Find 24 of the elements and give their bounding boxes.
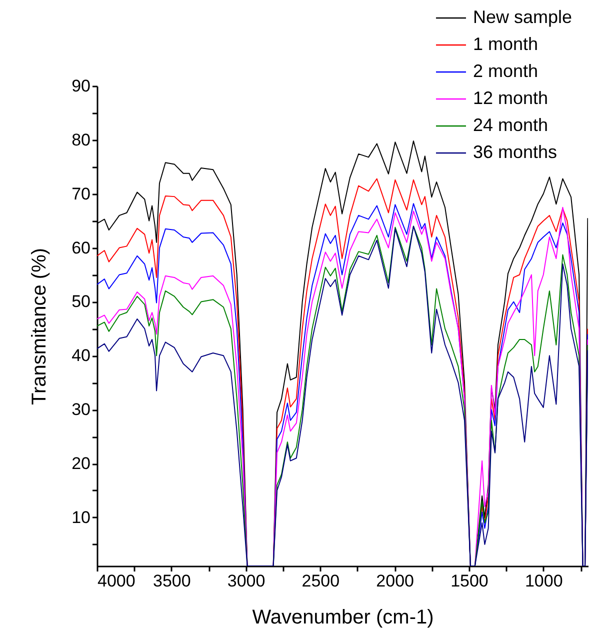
x-tick-label: 2000 xyxy=(376,572,414,590)
legend-label: New sample xyxy=(473,7,572,27)
x-tick-label: 1500 xyxy=(450,572,488,590)
legend-label: 12 month xyxy=(473,88,548,108)
legend-label: 36 months xyxy=(473,142,558,162)
y-tick-label: 10 xyxy=(72,508,90,527)
y-tick-label: 30 xyxy=(72,400,90,420)
x-tick-label: 1000 xyxy=(524,572,563,590)
y-axis-title: Transmitance (%) xyxy=(28,248,51,406)
x-tick-label: 4000 xyxy=(98,572,136,590)
y-tick-label: 90 xyxy=(72,76,90,96)
y-tick-label: 20 xyxy=(72,454,90,474)
legend-label: 24 month xyxy=(473,115,548,135)
y-tick-label: 40 xyxy=(72,346,90,366)
y-tick-label: 70 xyxy=(72,184,90,204)
legend-label: 2 month xyxy=(473,61,538,81)
x-axis-title: Wavenumber (cm-1) xyxy=(252,606,434,628)
y-tick-label: 80 xyxy=(72,130,90,150)
x-tick-label: 3000 xyxy=(227,572,266,590)
x-tick-label: 3500 xyxy=(152,572,191,590)
x-tick-label: 2500 xyxy=(302,572,340,590)
legend-label: 1 month xyxy=(473,34,538,54)
y-tick-label: 50 xyxy=(72,292,90,312)
y-tick-label: 60 xyxy=(72,238,90,258)
